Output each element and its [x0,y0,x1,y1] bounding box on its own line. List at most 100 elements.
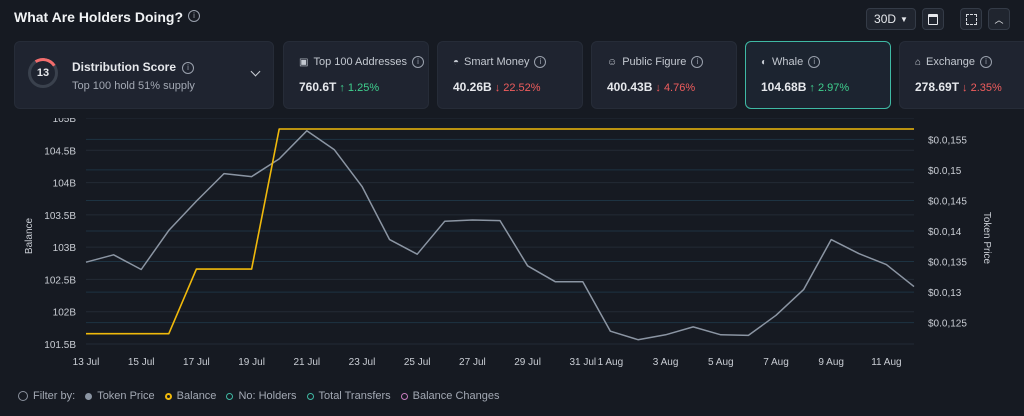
y-right-tick-label: $0.0,125 [928,319,967,330]
filter-label-text: Filter by: [33,390,76,402]
x-tick-label: 19 Jul [238,357,265,368]
x-tick-label: 29 Jul [514,357,541,368]
distribution-title: Distribution Score i [72,60,195,74]
metric-change: ↓ 4.76% [655,82,696,94]
distribution-title-text: Distribution Score [72,60,177,74]
header-controls: 30D ▼ ︿ [866,8,1010,30]
metric-value: 400.43B ↓ 4.76% [607,80,695,94]
metric-change-text: 22.52% [503,82,541,94]
y-left-axis-title: Balance [24,217,35,254]
y-left-tick-label: 104.5B [44,146,76,157]
metric-label-text: Smart Money [464,56,530,68]
legend-dot [85,392,93,400]
y-right-tick-label: $0.0,145 [928,196,967,207]
legend-item-holders[interactable]: No: Holders [226,390,297,402]
y-left-tick-label: 103.5B [44,211,76,222]
page-title-text: What Are Holders Doing? [14,9,184,25]
distribution-score-card[interactable]: 13 Distribution Score i Top 100 hold 51% … [14,41,274,109]
x-tick-label: 11 Aug [871,357,901,368]
y-right-axis-title: Token Price [981,212,992,265]
metric-card-smart-money[interactable]: ◓ Smart Money i 40.26B ↓ 22.52% [437,41,583,109]
info-icon[interactable]: i [188,10,201,23]
y-right-tick-label: $0.0,135 [928,258,967,269]
legend-label: No: Holders [238,390,297,402]
y-right-tick-label: $0.0,13 [928,288,962,299]
y-left-tick-label: 104B [53,179,77,190]
chevron-up-icon: ︿ [994,14,1004,25]
metric-label-text: Public Figure [622,56,687,68]
score-ring [28,58,58,88]
distribution-subtitle: Top 100 hold 51% supply [72,80,195,92]
whale-icon: ◐ [761,57,768,68]
calendar-button[interactable] [922,8,944,30]
metric-label-text: Whale [772,56,804,68]
page-title: What Are Holders Doing? i [14,9,201,25]
y-right-tick-label: $0.0,155 [928,135,967,146]
filter-icon [18,391,28,401]
legend-label: Total Transfers [318,390,391,402]
metric-value-text: 278.69T [915,80,960,94]
y-left-tick-label: 102.5B [44,275,76,286]
x-tick-label: 7 Aug [763,357,789,368]
chart-legend: Filter by: Token Price Balance No: Holde… [18,390,500,402]
range-select[interactable]: 30D ▼ [866,8,916,30]
chevron-down-icon[interactable] [250,66,261,77]
header: What Are Holders Doing? i 30D ▼ ︿ [14,8,1010,30]
metric-card-public-figure[interactable]: ☺ Public Figure i 400.43B ↓ 4.76% [591,41,737,109]
caret-down-icon: ▼ [900,14,908,24]
legend-item-total-transfers[interactable]: Total Transfers [306,390,391,402]
x-tick-label: 23 Jul [349,357,376,368]
collapse-button[interactable]: ︿ [988,8,1010,30]
metric-label: ▣ Top 100 Addresses i [299,56,425,69]
public-figure-icon: ☺ [607,57,618,68]
x-tick-label: 3 Aug [653,357,679,368]
metric-change: ↓ 22.52% [494,82,541,94]
metric-value-text: 400.43B [607,80,653,94]
info-icon[interactable]: i [412,56,425,69]
info-icon[interactable]: i [691,56,704,69]
x-tick-label: 21 Jul [293,357,320,368]
legend-label: Token Price [97,390,155,402]
legend-dot [164,392,172,400]
x-tick-label: 1 Aug [598,357,624,368]
x-tick-label: 5 Aug [708,357,734,368]
info-icon[interactable]: i [979,56,992,69]
info-icon[interactable]: i [808,56,821,69]
filter-label: Filter by: [18,390,75,402]
metric-change: ↑ 1.25% [339,82,380,94]
holders-chart[interactable]: 101.5B 102B 102.5B 103B 103.5B 104B 104.5B 105B… [0,118,1024,376]
metric-change: ↑ 2.97% [809,82,850,94]
info-icon[interactable]: i [534,56,547,69]
fullscreen-button[interactable] [960,8,982,30]
metric-value-text: 760.6T [299,80,337,94]
range-value: 30D [874,12,897,26]
y-right-tick-label: $0.0,15 [928,166,962,177]
metric-card-top100[interactable]: ▣ Top 100 Addresses i 760.6T ↑ 1.25% [283,41,429,109]
exchange-icon: ⌂ [915,57,922,68]
legend-dot [306,392,314,400]
metric-change-text: 2.35% [970,82,1002,94]
legend-item-balance-changes[interactable]: Balance Changes [400,390,500,402]
calendar-icon [928,13,938,25]
info-icon[interactable]: i [182,61,195,74]
expand-icon [965,13,977,25]
metric-value: 760.6T ↑ 1.25% [299,80,379,94]
y-left-tick-label: 101.5B [44,340,76,351]
x-tick-label: 9 Aug [818,357,844,368]
wallet-icon: ▣ [299,57,309,68]
metric-change-text: 1.25% [347,82,380,94]
legend-item-token-price[interactable]: Token Price [85,390,155,402]
metric-card-whale[interactable]: ◐ Whale i 104.68B ↑ 2.97% [745,41,891,109]
y-left-tick-label: 102B [53,308,77,319]
y-left-tick-label: 105B [53,118,77,125]
legend-item-balance[interactable]: Balance [164,390,216,402]
legend-dot [226,392,234,400]
metric-label: ☺ Public Figure i [607,56,704,69]
score-value: 13 [36,67,50,79]
metric-card-exchange[interactable]: ⌂ Exchange i 278.69T ↓ 2.35% [899,41,1024,109]
x-tick-label: 25 Jul [404,357,431,368]
series-line-balance [86,128,914,335]
legend-label: Balance Changes [412,390,500,402]
metric-cards: 13 Distribution Score i Top 100 hold 51% … [14,41,1024,109]
metric-value: 40.26B ↓ 22.52% [453,80,541,94]
